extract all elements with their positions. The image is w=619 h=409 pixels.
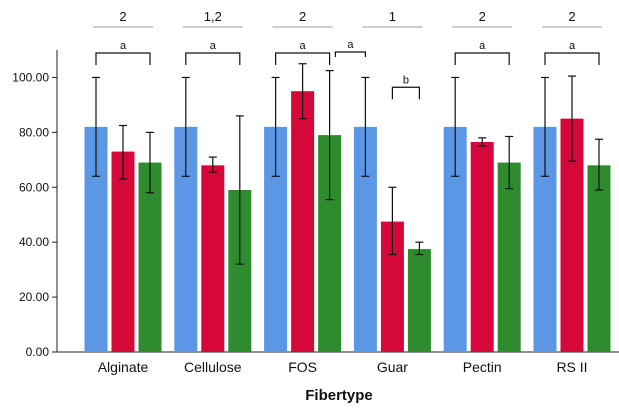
- y-tick-label: 20.00: [19, 290, 49, 304]
- y-tick-label: 40.00: [19, 235, 49, 249]
- chart-axes: 0.00 20.00 40.00 60.00 80.00 100.00 Alginate Ce…: [12, 50, 619, 375]
- significance-bracket: [454, 52, 510, 65]
- bar: [228, 190, 252, 352]
- bar: [380, 221, 404, 352]
- bar: [201, 165, 225, 352]
- significance-bracket: [275, 52, 331, 65]
- x-tick-label: RS II: [556, 359, 587, 375]
- significance-letter: b: [403, 74, 409, 86]
- significance-letter: a: [479, 40, 486, 52]
- x-tick-label: Guar: [377, 359, 408, 375]
- x-tick-label: Pectin: [463, 359, 502, 375]
- bar: [470, 141, 494, 352]
- significance-letter: a: [347, 39, 354, 51]
- significance-bracket: [391, 86, 420, 100]
- x-tick-label: Alginate: [98, 359, 149, 375]
- x-tick-label: FOS: [288, 359, 317, 375]
- group-label: 2: [299, 9, 306, 24]
- significance-letter: a: [300, 40, 307, 52]
- significance-bracket: [334, 51, 366, 57]
- bar: [353, 126, 377, 352]
- chart-error-bars: [92, 63, 603, 265]
- significance-bracket: [185, 52, 241, 65]
- y-tick-label: 0.00: [26, 345, 50, 359]
- significance-letter: a: [210, 40, 217, 52]
- bar: [264, 126, 288, 352]
- y-tick-label: 100.00: [12, 70, 49, 84]
- significance-letter: a: [569, 40, 576, 52]
- bar: [138, 162, 162, 352]
- x-axis-title: Fibertype: [305, 387, 373, 404]
- bar: [533, 126, 557, 352]
- chart-bars: [84, 91, 611, 353]
- bar: [84, 126, 108, 352]
- group-label: 2: [568, 9, 575, 24]
- group-label: 2: [119, 9, 126, 24]
- bar: [318, 135, 342, 352]
- chart-annotations: 2 1,2 2 1 2 2 a a a a b a a: [93, 9, 602, 100]
- bar: [111, 151, 135, 352]
- bar: [560, 118, 584, 353]
- bar: [587, 165, 611, 352]
- group-label: 2: [479, 9, 486, 24]
- bar: [443, 126, 467, 352]
- bar: [407, 249, 431, 352]
- bar: [174, 126, 198, 352]
- significance-bracket: [95, 52, 151, 65]
- y-tick-label: 80.00: [19, 125, 49, 139]
- bar: [497, 162, 521, 352]
- bar: [291, 91, 315, 352]
- significance-letter: a: [120, 40, 127, 52]
- group-label: 1,2: [204, 9, 222, 24]
- x-tick-label: Cellulose: [184, 359, 242, 375]
- group-label: 1: [389, 9, 396, 24]
- y-tick-label: 60.00: [19, 180, 49, 194]
- significance-bracket: [544, 52, 600, 65]
